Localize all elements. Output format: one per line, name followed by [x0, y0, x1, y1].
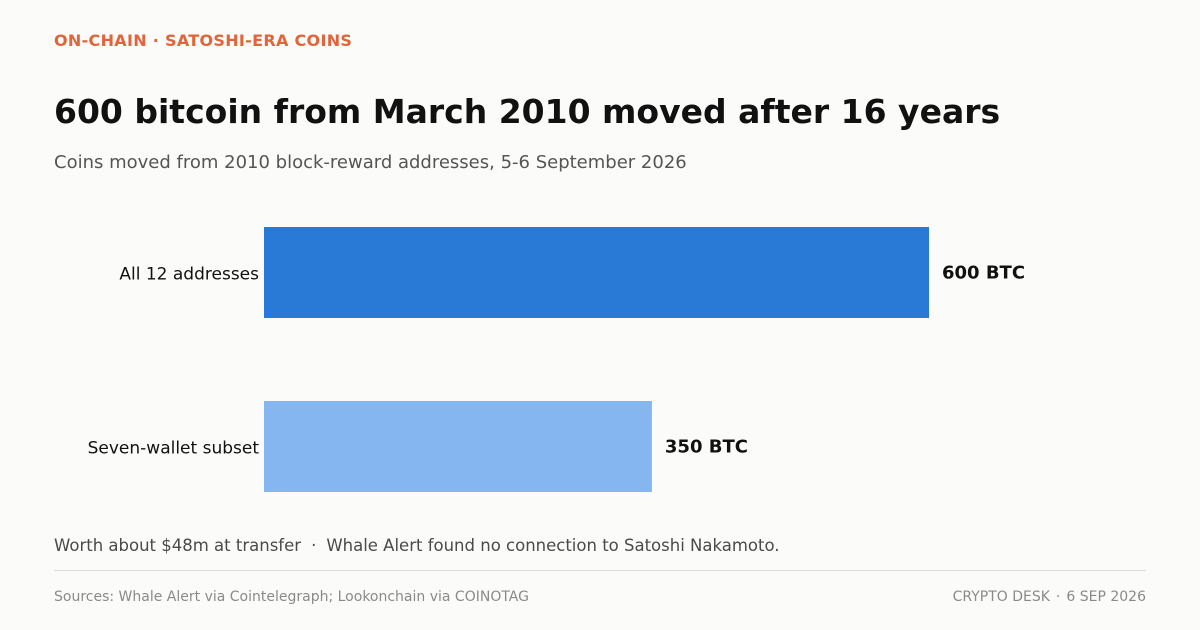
value-label-1: 600 BTC	[942, 263, 1025, 284]
sources-text: Sources: Whale Alert via Cointelegraph; …	[54, 589, 529, 605]
desk-separator: ·	[1055, 589, 1061, 605]
chart-subtitle: Coins moved from 2010 block-reward addre…	[54, 152, 687, 173]
desk-credit: CRYPTO DESK · 6 SEP 2026	[953, 589, 1146, 605]
desk-name: CRYPTO DESK	[952, 589, 1050, 605]
publish-date: 6 SEP 2026	[1066, 589, 1146, 605]
category-label-1: All 12 addresses	[119, 265, 259, 285]
bar-2	[264, 401, 652, 492]
footnote-context: Whale Alert found no connection to Satos…	[326, 536, 780, 555]
footer-divider	[54, 570, 1146, 571]
footnote: Worth about $48m at transfer · Whale Alert…	[54, 536, 780, 555]
footnote-separator: ·	[311, 536, 317, 555]
footnote-value: Worth about $48m at transfer	[54, 536, 302, 555]
category-label-2: Seven-wallet subset	[88, 439, 260, 459]
bar-chart: All 12 addresses 600 BTC Seven-wallet subs…	[88, 227, 1025, 492]
kicker: ON-CHAIN · SATOSHI-ERA COINS	[54, 31, 353, 50]
chart-title: 600 bitcoin from March 2010 moved after …	[54, 92, 1001, 131]
bar-1	[264, 227, 929, 318]
value-label-2: 350 BTC	[665, 437, 748, 458]
